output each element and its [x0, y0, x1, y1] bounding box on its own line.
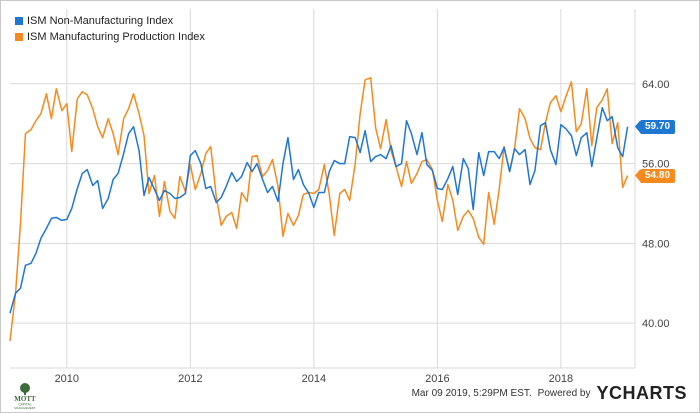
- logo-line-3: MANAGEMENT: [14, 406, 36, 410]
- series-line-manufacturing-production: [9, 77, 629, 342]
- series-line-non-manufacturing: [9, 106, 629, 314]
- logo-name: MOTT: [14, 395, 36, 403]
- series-layer: [9, 77, 640, 342]
- ycharts-logo[interactable]: YCHARTS: [596, 383, 687, 403]
- chart-footer: MOTT CAPITAL MANAGEMENT Mar 09 2019, 5:2…: [1, 382, 699, 410]
- logo-line-2: CAPITAL: [18, 403, 31, 407]
- powered-by-text: Powered by: [537, 388, 591, 399]
- x-grid-layer: [66, 9, 562, 368]
- y-tick-label: 56.00: [642, 159, 670, 171]
- legend-item-non-manufacturing[interactable]: ISM Non-Manufacturing Index: [15, 13, 205, 29]
- x-tick-labels: 2010 2012 2014 2016 2018: [55, 373, 574, 385]
- y-tick-label: 40.00: [642, 318, 670, 330]
- y-tick-label: 48.00: [642, 238, 670, 250]
- x-tick-label: 2014: [302, 373, 326, 385]
- y-tick-label: 64.00: [642, 79, 670, 91]
- x-tick-label: 2018: [549, 373, 573, 385]
- chart-legend: ISM Non-Manufacturing Index ISM Manufact…: [15, 13, 205, 45]
- footer-attribution: Mar 09 2019, 5:29PM EST. Powered by YCHA…: [412, 383, 687, 404]
- x-tick-label: 2010: [55, 373, 79, 385]
- mott-logo: MOTT CAPITAL MANAGEMENT: [7, 382, 43, 410]
- tag-arrow-blue: [635, 120, 640, 133]
- x-tick-label: 2012: [178, 373, 202, 385]
- series-2-last-value-tag: 54.80: [640, 168, 676, 183]
- legend-swatch-non-manufacturing: [15, 17, 23, 25]
- legend-item-manufacturing-production[interactable]: ISM Manufacturing Production Index: [15, 29, 205, 45]
- series-1-last-value-tag: 59.70: [640, 119, 676, 134]
- tag-arrow-orange: [635, 169, 640, 182]
- timestamp: Mar 09 2019, 5:29PM EST.: [411, 388, 532, 399]
- tree-icon: MOTT CAPITAL MANAGEMENT: [14, 383, 36, 410]
- grid-layer: [10, 9, 636, 369]
- legend-label: ISM Non-Manufacturing Index: [27, 15, 174, 27]
- legend-swatch-manufacturing-production: [15, 33, 23, 41]
- y-tick-labels: 40.00 48.00 56.00 64.00: [642, 79, 670, 330]
- legend-label: ISM Manufacturing Production Index: [27, 31, 205, 43]
- x-tick-label: 2016: [425, 373, 449, 385]
